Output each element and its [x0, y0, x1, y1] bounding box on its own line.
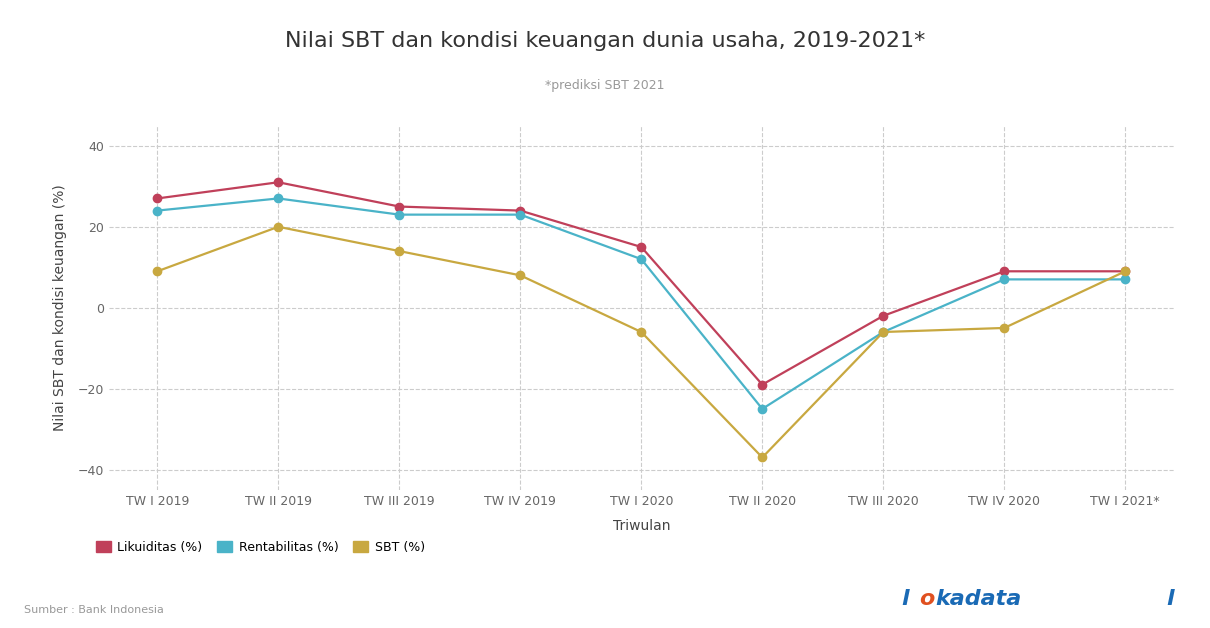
- Text: Nilai SBT dan kondisi keuangan dunia usaha, 2019-2021*: Nilai SBT dan kondisi keuangan dunia usa…: [284, 31, 926, 51]
- Text: kadata: kadata: [935, 589, 1021, 609]
- Text: *prediksi SBT 2021: *prediksi SBT 2021: [546, 78, 664, 92]
- Text: Sumber : Bank Indonesia: Sumber : Bank Indonesia: [24, 605, 165, 615]
- Legend: Likuiditas (%), Rentabilitas (%), SBT (%): Likuiditas (%), Rentabilitas (%), SBT (%…: [91, 536, 430, 559]
- Y-axis label: Nilai SBT dan kondisi keuangan (%): Nilai SBT dan kondisi keuangan (%): [52, 185, 67, 431]
- X-axis label: Triwulan: Triwulan: [612, 519, 670, 533]
- Text: o: o: [920, 589, 935, 609]
- Text: l: l: [1166, 589, 1174, 609]
- Text: l: l: [901, 589, 909, 609]
